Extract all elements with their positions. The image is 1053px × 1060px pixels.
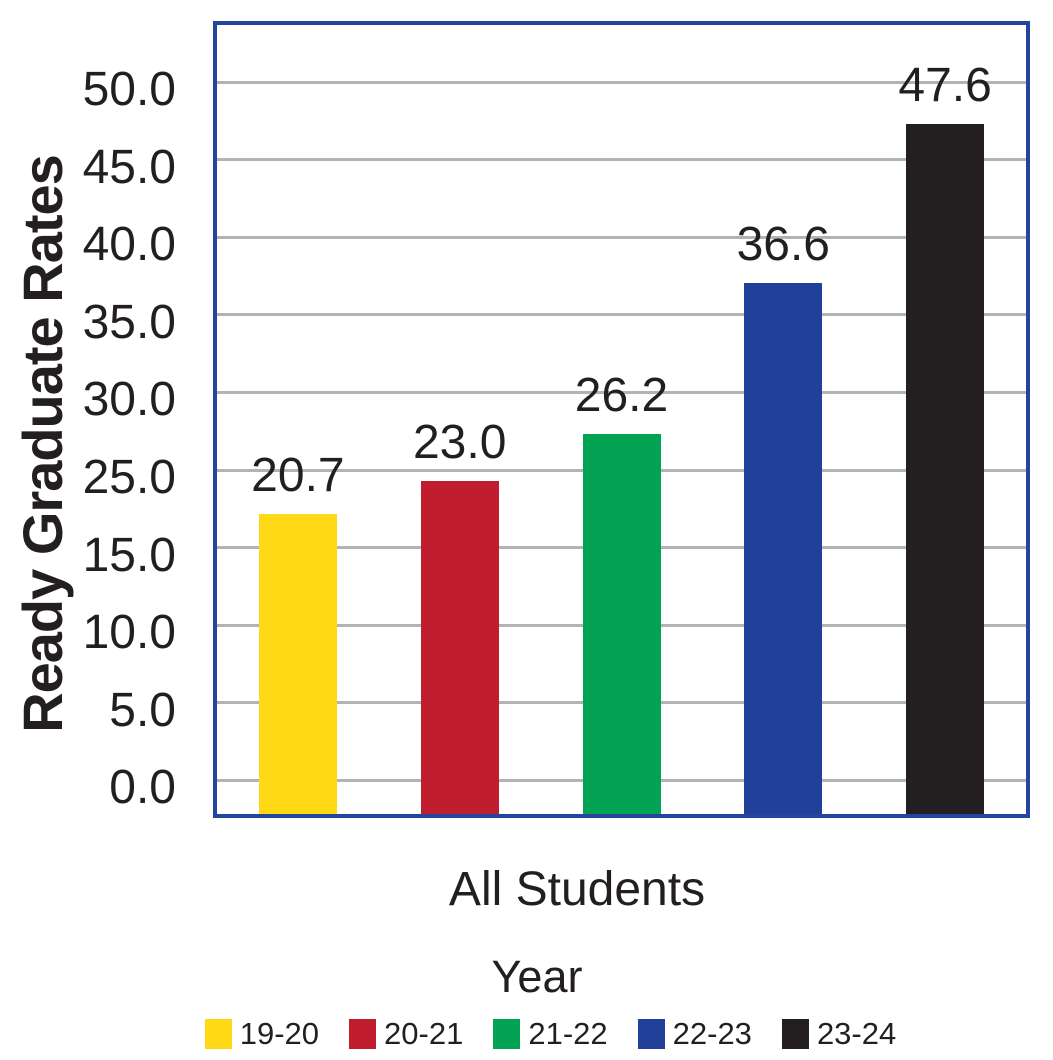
legend-label: 22-23 [672, 1016, 752, 1051]
legend-color-swatch [349, 1019, 377, 1049]
legend: 19-20 20-21 21-22 22-23 23-24 [24, 1012, 1053, 1056]
y-tick-label: 35.0 [82, 295, 176, 349]
bar [420, 480, 499, 814]
y-tick-label: 25.0 [82, 451, 176, 504]
legend-label: 23-24 [816, 1016, 897, 1051]
plot-area: 20.7 23.0 26.2 36.6 47.6 [213, 21, 1030, 818]
legend-item: 20-21 [349, 1017, 463, 1051]
legend-label: 21-22 [528, 1016, 608, 1051]
legend-color-swatch [637, 1019, 665, 1049]
legend-label: 19-20 [239, 1016, 320, 1051]
gridline [217, 313, 1026, 317]
plot-inner: 20.7 23.0 26.2 36.6 47.6 [217, 25, 1026, 814]
legend-item: 23-24 [781, 1016, 897, 1051]
y-tick-label: 30.0 [82, 373, 176, 427]
y-tick-label: 10.0 [82, 606, 176, 660]
y-tick-label: 50.0 [82, 63, 176, 116]
bar-value-label: 23.0 [412, 415, 507, 469]
bar [258, 513, 337, 814]
gridline [217, 390, 1026, 394]
gridline [217, 235, 1026, 239]
legend-color-swatch [493, 1019, 521, 1049]
bar [744, 283, 823, 814]
y-tick-label: 5.0 [109, 683, 176, 737]
bar-value-label: 36.6 [736, 218, 830, 272]
bar [582, 434, 661, 814]
bar [906, 123, 985, 814]
bar-value-label: 26.2 [574, 369, 669, 423]
gridline [217, 158, 1026, 162]
y-axis-tick-labels: 50.0 45.0 40.0 35.0 30.0 25.0 15.0 10.0 5.0 0.0 [0, 0, 176, 860]
bar-value-label: 47.6 [898, 58, 992, 112]
y-tick-label: 0.0 [109, 761, 176, 815]
legend-label: 20-21 [384, 1016, 464, 1051]
legend-item: 21-22 [493, 1016, 608, 1051]
y-tick-label: 40.0 [82, 218, 176, 272]
legend-color-swatch [204, 1019, 232, 1049]
x-axis-title: Year [491, 951, 583, 1002]
y-tick-label: 45.0 [82, 140, 176, 194]
x-axis-category-label: All Students [448, 863, 706, 916]
legend-item: 19-20 [204, 1016, 320, 1051]
legend-color-swatch [781, 1019, 809, 1049]
y-tick-label: 15.0 [82, 528, 176, 582]
gridline [217, 80, 1026, 84]
bar-value-label: 20.7 [251, 448, 345, 502]
legend-item: 22-23 [637, 1016, 752, 1051]
